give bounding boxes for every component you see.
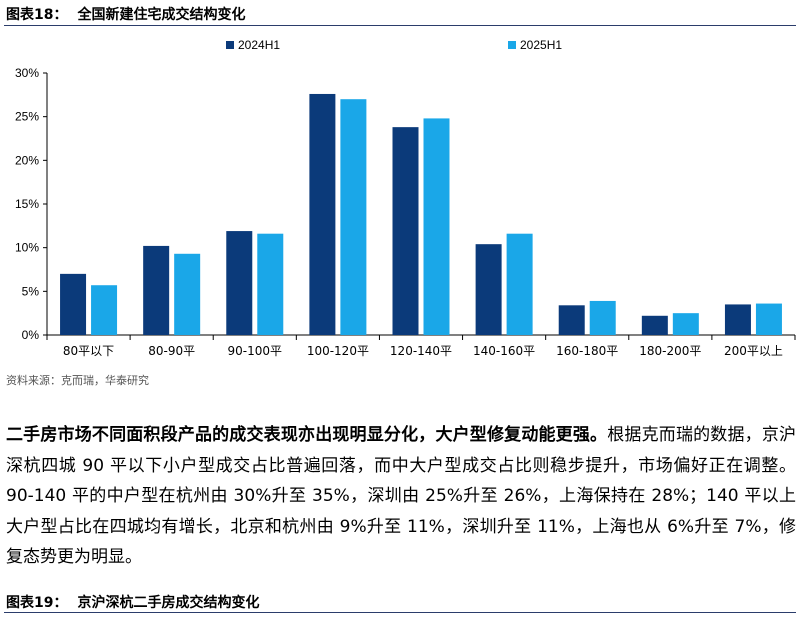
- x-tick-label: 180-200平: [639, 344, 701, 358]
- bar-2025H1-200平以上: [755, 303, 782, 335]
- x-tick-label: 120-140平: [390, 344, 452, 358]
- figure-18-rule: [4, 25, 796, 26]
- figure-19-label: 图表19：: [6, 595, 68, 611]
- bar-2024H1-90-100平: [226, 231, 253, 335]
- bar-2024H1-180-200平: [641, 315, 668, 335]
- bar-2025H1-80-90平: [174, 253, 201, 335]
- bar-chart: 2024H1 2025H1 0%5%10%15%20%25%30% 80平以下 80…: [15, 38, 796, 358]
- bar-2024H1-100-120平: [309, 93, 336, 336]
- legend-label-2024H1: 2024H1: [238, 38, 280, 52]
- x-tick-label: 100-120平: [307, 344, 369, 358]
- figure-19-rule: [4, 612, 796, 613]
- figure-19-heading: 京沪深杭二手房成交结构变化: [77, 595, 260, 611]
- bar-2024H1-200平以上: [724, 304, 751, 335]
- y-tick-label: 10%: [15, 241, 39, 255]
- x-tick-label: 140-160平: [473, 344, 535, 358]
- x-tick-label: 80平以下: [63, 344, 114, 358]
- y-tick-label: 15%: [15, 197, 39, 211]
- y-tick-label: 5%: [22, 284, 40, 298]
- bar-2025H1-80平以下: [91, 285, 118, 335]
- legend-swatch-2025H1: [508, 41, 516, 49]
- bar-2025H1-90-100平: [257, 233, 284, 335]
- source-note: 资料来源：克而瑞，华泰研究: [6, 374, 149, 387]
- y-tick-label: 25%: [15, 110, 39, 124]
- chart-bars: [60, 93, 782, 336]
- figure-18-label: 图表18：: [6, 7, 68, 23]
- figure-18-heading: 全国新建住宅成交结构变化: [77, 7, 246, 23]
- bar-2024H1-120-140平: [392, 127, 419, 335]
- bar-2025H1-120-140平: [423, 118, 450, 335]
- x-tick-label: 160-180平: [556, 344, 618, 358]
- analysis-paragraph: 二手房市场不同面积段产品的成交表现亦出现明显分化，大户型修复动能更强。根据克而瑞…: [6, 420, 796, 573]
- bar-2025H1-160-180平: [589, 300, 616, 335]
- bar-2024H1-80-90平: [143, 245, 170, 335]
- bar-2024H1-160-180平: [558, 305, 585, 335]
- legend-swatch-2024H1: [226, 41, 234, 49]
- y-tick-label: 20%: [15, 153, 39, 167]
- y-tick-label: 0%: [22, 328, 40, 342]
- legend-label-2025H1: 2025H1: [520, 38, 562, 52]
- figure-19-title: 图表19： 京沪深杭二手房成交结构变化: [6, 592, 794, 614]
- x-tick-label: 200平以上: [724, 344, 783, 358]
- y-axis: 0% 5% 10% 15% 20% 25% 30%: [15, 66, 48, 342]
- bar-2024H1-80平以下: [60, 273, 87, 335]
- figure-18-title: 图表18： 全国新建住宅成交结构变化: [6, 4, 794, 26]
- x-tick-label: 90-100平: [228, 344, 283, 358]
- bar-2025H1-140-160平: [506, 233, 533, 335]
- chart-legend: 2024H1 2025H1: [226, 38, 562, 52]
- paragraph-body: 根据克而瑞的数据，京沪深杭四城 90 平以下小户型成交占比普遍回落，而中大户型成…: [6, 425, 797, 567]
- x-tick-label: 80-90平: [148, 344, 195, 358]
- x-axis: 80平以下 80-90平 90-100平 100-120平 120-140平 140-16…: [46, 334, 796, 358]
- bar-2025H1-180-200平: [672, 313, 699, 335]
- bar-2025H1-100-120平: [340, 99, 367, 335]
- bar-2024H1-140-160平: [475, 244, 502, 335]
- y-tick-label: 30%: [15, 66, 39, 80]
- paragraph-lead: 二手房市场不同面积段产品的成交表现亦出现明显分化，大户型修复动能更强。: [6, 425, 608, 445]
